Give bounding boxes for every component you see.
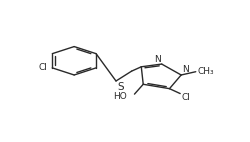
Text: CH₃: CH₃ xyxy=(197,67,214,76)
Text: N: N xyxy=(153,55,160,63)
Text: Cl: Cl xyxy=(180,93,189,102)
Text: N: N xyxy=(182,65,188,74)
Text: Cl: Cl xyxy=(38,63,47,72)
Text: S: S xyxy=(116,82,123,92)
Text: HO: HO xyxy=(112,92,126,101)
